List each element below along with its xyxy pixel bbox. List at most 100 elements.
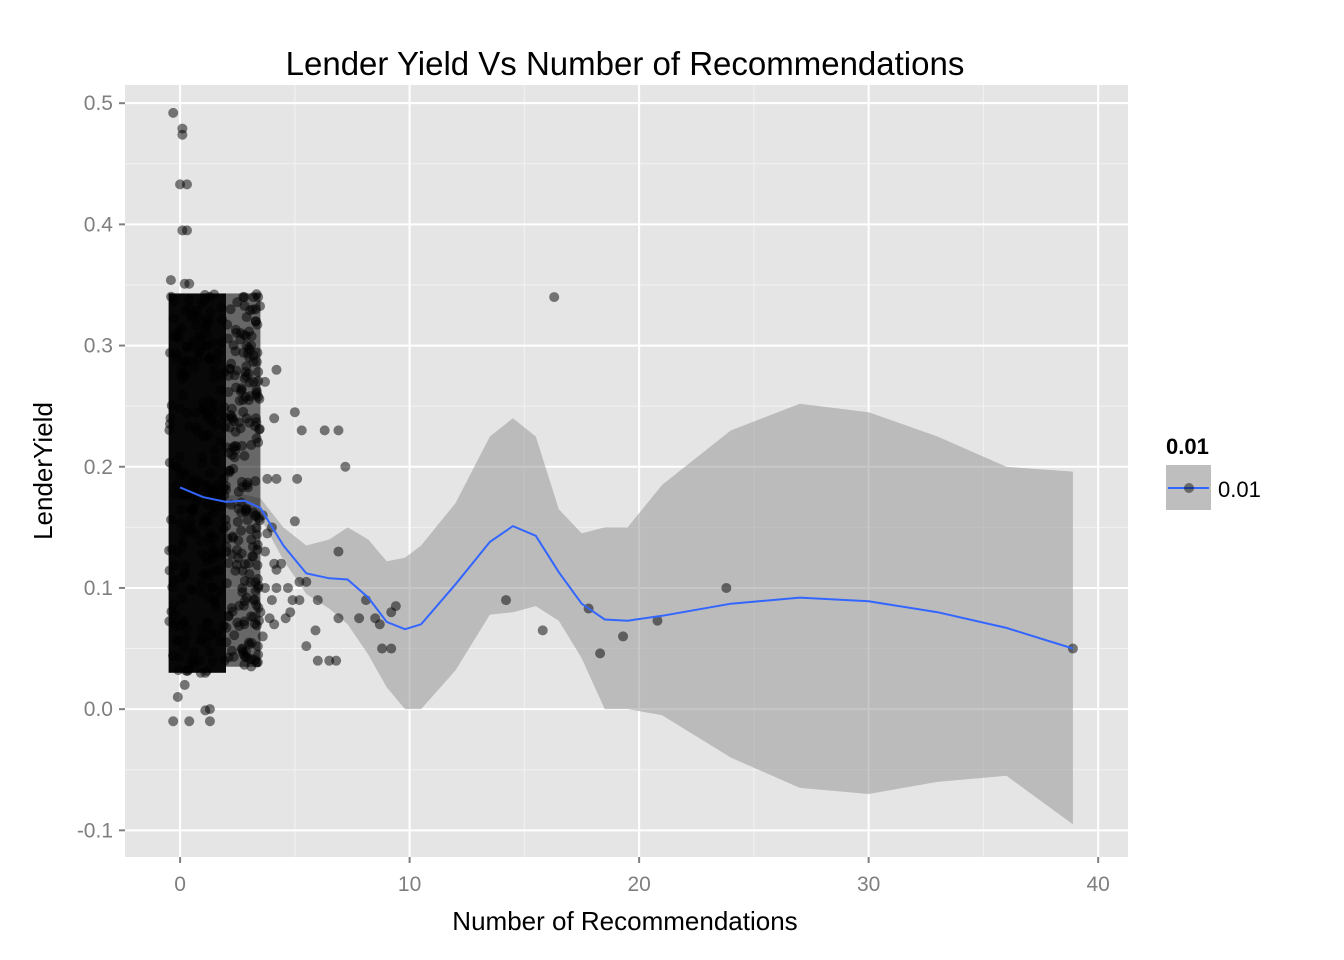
scatter-point: [177, 593, 188, 604]
scatter-point: [193, 476, 204, 487]
scatter-point: [252, 641, 263, 652]
scatter-point: [239, 619, 250, 630]
scatter-point: [207, 337, 218, 348]
scatter-point: [226, 549, 237, 560]
y-tick-label: 0.0: [84, 698, 113, 721]
scatter-point: [253, 437, 264, 448]
scatter-point: [250, 476, 261, 487]
y-tick-label: 0.4: [84, 213, 114, 236]
scatter-point: [618, 631, 629, 642]
scatter-point: [204, 351, 215, 362]
scatter-point: [244, 326, 255, 337]
scatter-point: [282, 582, 293, 593]
scatter-point: [252, 560, 263, 571]
scatter-point: [187, 341, 198, 352]
scatter-point: [294, 576, 305, 587]
y-tick-label: 0.1: [84, 577, 113, 600]
scatter-point: [207, 547, 218, 558]
scatter-point: [191, 320, 202, 331]
scatter-point: [310, 625, 321, 636]
legend-entry-label: 0.01: [1218, 477, 1261, 502]
scatter-point: [215, 385, 226, 396]
scatter-point: [237, 440, 248, 451]
scatter-point: [171, 461, 182, 472]
scatter-point: [206, 554, 217, 565]
y-tick-label: 0.3: [84, 335, 113, 358]
scatter-point: [294, 595, 305, 606]
scatter-point: [245, 524, 256, 535]
scatter-point: [186, 655, 197, 666]
scatter-point: [172, 635, 183, 646]
confidence-band-layer: [180, 403, 1073, 825]
x-tick-label: 30: [857, 873, 880, 896]
x-axis-ticks: 0 10 20 30 40: [174, 857, 1110, 896]
scatter-point: [176, 374, 187, 385]
scatter-point: [182, 666, 193, 677]
scatter-point: [269, 619, 280, 630]
scatter-point: [260, 376, 271, 387]
scatter-point: [250, 413, 261, 424]
scatter-point: [202, 511, 213, 522]
scatter-point: [250, 510, 261, 521]
scatter-point: [324, 655, 335, 666]
scatter-point: [221, 542, 232, 553]
scatter-point: [209, 364, 220, 375]
scatter-point: [266, 595, 277, 606]
scatter-point: [269, 413, 280, 424]
chart-title: Lender Yield Vs Number of Recommendation…: [286, 45, 965, 82]
scatter-point: [333, 425, 344, 436]
scatter-point: [167, 544, 178, 555]
y-axis-ticks: -0.1 0.0 0.1 0.2 0.3 0.4 0.5: [77, 92, 125, 842]
scatter-point: [226, 403, 237, 414]
scatter-point: [231, 559, 242, 570]
scatter-point: [205, 306, 216, 317]
scatter-point: [331, 655, 342, 666]
scatter-point: [227, 606, 238, 617]
scatter-point: [223, 558, 234, 569]
scatter-point: [289, 407, 300, 418]
scatter-point: [199, 324, 210, 335]
scatter-point: [175, 403, 186, 414]
scatter-point: [241, 361, 252, 372]
scatter-point: [206, 414, 217, 425]
scatter-point: [184, 716, 195, 727]
scatter-point: [549, 292, 560, 303]
scatter-point: [209, 596, 220, 607]
scatter-point: [190, 422, 201, 433]
scatter-point: [253, 582, 264, 593]
scatter-point: [241, 312, 252, 323]
scatter-point: [204, 487, 215, 498]
scatter-point: [271, 364, 282, 375]
legend-title: 0.01: [1166, 434, 1209, 459]
scatter-point: [179, 568, 190, 579]
scatter-point: [171, 353, 182, 364]
scatter-point: [296, 425, 307, 436]
scatter-point: [213, 347, 224, 358]
scatter-point: [183, 303, 194, 314]
scatter-point: [386, 643, 397, 654]
scatter-point: [237, 587, 248, 598]
scatter-point: [175, 518, 186, 529]
scatter-point: [262, 473, 273, 484]
scatter-point: [252, 347, 263, 358]
smooth-line-layer: [179, 486, 1074, 650]
scatter-point: [239, 300, 250, 311]
y-tick-label: -0.1: [77, 819, 113, 842]
scatter-point: [184, 278, 195, 289]
scatter-point: [241, 413, 252, 424]
scatter-point: [231, 327, 242, 338]
scatter-point: [203, 315, 214, 326]
scatter-point: [179, 679, 190, 690]
scatter-point: [652, 615, 663, 626]
legend-key-point: [1184, 483, 1194, 493]
scatter-point: [181, 225, 192, 236]
scatter-point: [390, 601, 401, 612]
scatter-point: [170, 609, 181, 620]
scatter-point: [197, 397, 208, 408]
scatter-point: [200, 431, 211, 442]
confidence-band: [180, 403, 1073, 825]
scatter-point: [186, 356, 197, 367]
scatter-point: [250, 304, 261, 315]
scatter-point: [216, 501, 227, 512]
scatter-point: [185, 504, 196, 515]
